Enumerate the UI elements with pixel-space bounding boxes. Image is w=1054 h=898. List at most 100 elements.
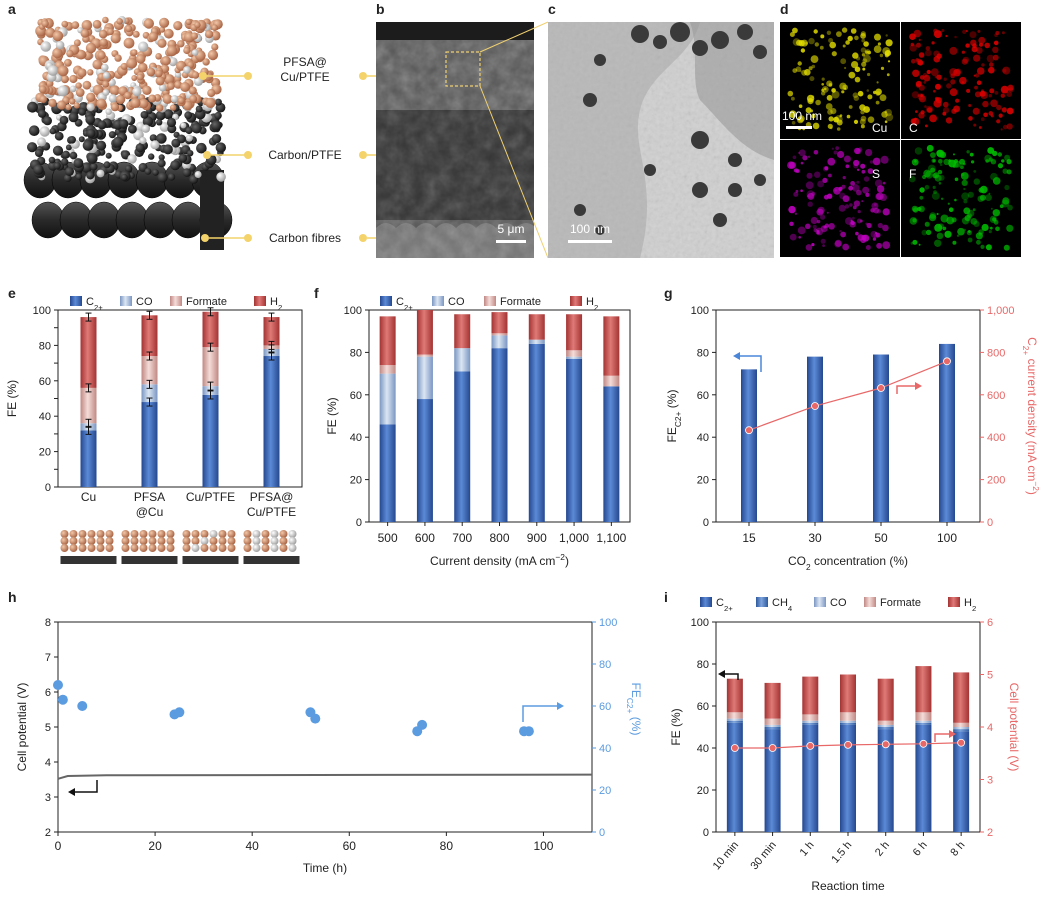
eds-dot [984,42,990,49]
eds-dot [949,46,958,55]
thumb-particle [78,544,87,552]
eds-dot [973,178,980,185]
y-tick-label: 40 [697,743,709,755]
eds-dot [920,110,925,115]
cu-particle [61,20,69,28]
bar-c2plus [263,356,280,487]
eds-dot [933,172,940,179]
x-tick-label: PFSA@ [250,490,294,504]
bar-formate [877,720,894,725]
x-tick-label: PFSA [134,490,165,504]
eds-dot [911,117,920,126]
cu-particle [82,80,92,90]
cu-particle [107,28,114,36]
bar-co [802,720,819,723]
eds-dot [813,150,819,155]
carbon-particle [82,140,94,151]
carbon-particle [59,115,69,125]
eds-dot [789,221,794,226]
ptfe-particle [127,154,137,164]
bar-h2 [202,311,219,348]
eds-dot [863,106,870,113]
thumb-particle [96,537,105,545]
eds-dot [811,95,815,98]
eds-dot [936,74,942,80]
fe-point [523,726,534,737]
eds-dot [961,58,968,65]
bar-fe-c2plus [741,369,757,522]
y-tick-label: 80 [39,340,51,352]
eds-dot [852,205,857,210]
thumb-particle [157,537,166,545]
bar-c2plus [454,371,471,522]
carbon-particle [185,126,193,135]
cu-particle [39,95,47,103]
eds-dot [926,69,931,75]
eds-dot [839,114,843,117]
cu-particle [92,59,103,70]
eds-dot [845,164,850,169]
x-tick-label: 60 [343,839,357,853]
eds-dot [828,223,835,230]
bar-co [840,720,856,723]
bar-formate [802,714,819,721]
eds-dot [995,31,1000,35]
eds-dot [831,90,840,99]
bar-fe-c2plus [939,343,955,522]
cu-particle [126,57,138,69]
x-tick-label: 6 h [911,839,930,858]
eds-dot [812,122,820,130]
thumb-particle [130,544,139,552]
right-axis-arrowhead [949,730,956,738]
eds-dot [798,40,805,47]
cu-particle [69,98,76,105]
thumb-particle [105,544,114,552]
eds-dot [943,107,950,114]
bar-ch4 [726,720,743,723]
bar-c2plus [953,731,970,832]
eds-dot [998,113,1003,118]
eds-dot [853,163,859,169]
eds-dot [1006,91,1012,97]
eds-dot [860,115,867,122]
legend-swatch [756,597,768,607]
thumb-particle [78,537,87,545]
cu-particle [169,104,177,111]
panel-a-schematic: PFSA@Cu/PTFE Carbon/PTFE Carbon fibres [23,16,411,250]
bar-formate [603,375,620,387]
x-tick-label: 8 h [948,839,967,858]
eds-dot [973,74,976,77]
eds-dot [854,147,861,155]
ptfe-particle [37,137,47,147]
thumb-particle [69,537,78,545]
cu-particle [98,29,108,39]
cell-potential-point [806,742,815,750]
eds-dot [1008,87,1014,93]
eds-dot [798,236,801,239]
eds-dot [939,151,947,158]
thumb-particle [87,537,96,545]
thumb-particle [139,530,148,538]
cu-particle [125,25,133,33]
thumb-particle [139,537,148,545]
ptfe-particle [105,108,112,115]
cu-particle [155,69,163,78]
cu-particle [136,73,144,81]
eds-dot [947,202,950,205]
eds-dot [800,161,804,165]
cu-particle [97,51,106,60]
eds-dot [992,46,999,53]
eds-dot [789,233,797,241]
carbon-particle [158,154,165,161]
carbon-particle [211,134,222,144]
eds-dot [961,179,968,186]
cu-particle [52,47,63,59]
eds-dot [852,52,859,59]
electrode-thumbnail [182,530,239,564]
eds-dot [997,163,1004,169]
eds-dot [842,195,850,203]
left-axis-arrow [72,780,98,793]
legend-label: H2 [964,597,976,613]
bar-ch4 [915,722,932,725]
